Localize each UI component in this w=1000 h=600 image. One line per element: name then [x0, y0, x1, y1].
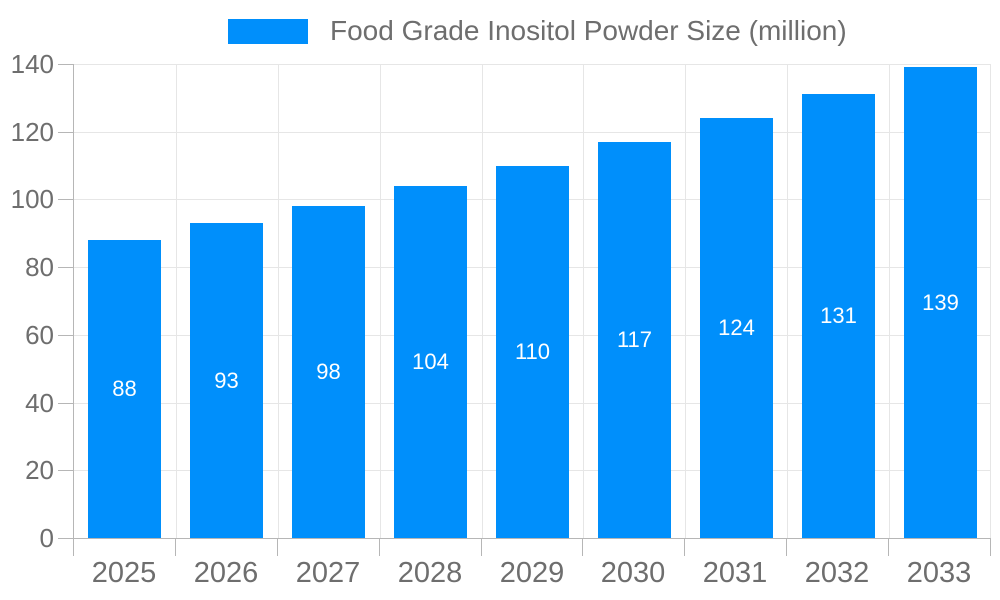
y-axis-label: 60	[25, 320, 54, 350]
v-gridline	[787, 64, 788, 538]
x-tick-mark	[684, 539, 685, 556]
bar-value-label: 88	[112, 376, 137, 401]
v-gridline	[583, 64, 584, 538]
bar[interactable]	[904, 67, 977, 538]
x-tick-mark	[175, 539, 176, 556]
y-tick-mark	[58, 538, 73, 539]
y-tick-mark	[58, 199, 73, 200]
bar[interactable]	[88, 240, 161, 538]
y-axis-label: 140	[10, 49, 54, 79]
h-gridline	[74, 64, 991, 65]
y-tick-mark	[58, 132, 73, 133]
y-axis-label: 80	[25, 252, 54, 282]
v-gridline	[482, 64, 483, 538]
x-tick-mark	[277, 539, 278, 556]
bar-value-label: 124	[718, 315, 755, 340]
bar[interactable]	[598, 142, 671, 538]
bar-value-label: 98	[316, 359, 341, 384]
x-axis-label: 2030	[600, 557, 666, 589]
x-axis-label: 2026	[193, 557, 259, 589]
v-gridline	[176, 64, 177, 538]
y-axis-label: 40	[25, 388, 54, 418]
bar[interactable]	[190, 223, 263, 538]
x-axis-label: 2025	[91, 557, 157, 589]
bar[interactable]	[496, 166, 569, 538]
y-tick-mark	[58, 335, 73, 336]
bar[interactable]	[292, 206, 365, 538]
x-axis-label: 2029	[499, 557, 565, 589]
v-gridline	[380, 64, 381, 538]
x-tick-mark	[786, 539, 787, 556]
x-tick-mark	[990, 539, 991, 556]
x-tick-mark	[379, 539, 380, 556]
legend-label: Food Grade Inositol Powder Size (million…	[330, 15, 847, 46]
x-tick-mark	[481, 539, 482, 556]
x-axis-label: 2028	[397, 557, 463, 589]
x-tick-mark	[582, 539, 583, 556]
h-gridline	[74, 132, 991, 133]
x-axis-label: 2027	[295, 557, 361, 589]
v-gridline	[685, 64, 686, 538]
bar-value-label: 110	[514, 339, 551, 364]
bar-value-label: 131	[820, 303, 857, 328]
bar[interactable]	[394, 186, 467, 538]
v-gridline	[990, 64, 991, 538]
legend[interactable]: Food Grade Inositol Powder Size (million…	[228, 15, 847, 46]
x-axis-label: 2033	[906, 557, 972, 589]
bar-value-label: 93	[214, 368, 239, 393]
y-tick-mark	[58, 267, 73, 268]
bar-value-label: 117	[616, 327, 653, 352]
x-tick-mark	[888, 539, 889, 556]
y-axis-label: 0	[39, 523, 54, 553]
legend-swatch-icon	[228, 18, 308, 44]
y-axis-label: 100	[10, 184, 54, 214]
bar[interactable]	[700, 118, 773, 538]
y-tick-mark	[58, 64, 73, 65]
x-axis-label: 2032	[804, 557, 870, 589]
y-tick-mark	[58, 470, 73, 471]
x-axis-label: 2031	[702, 557, 768, 589]
plot-area: 88 93 98 104 110 117 124 131 139	[73, 64, 991, 539]
v-gridline	[889, 64, 890, 538]
v-gridline	[278, 64, 279, 538]
bar-value-label: 139	[922, 290, 959, 315]
x-tick-mark	[73, 539, 74, 556]
bar-value-label: 104	[412, 349, 449, 374]
bar[interactable]	[802, 94, 875, 538]
y-axis-label: 20	[25, 455, 54, 485]
y-tick-mark	[58, 403, 73, 404]
y-axis-label: 120	[10, 117, 54, 147]
